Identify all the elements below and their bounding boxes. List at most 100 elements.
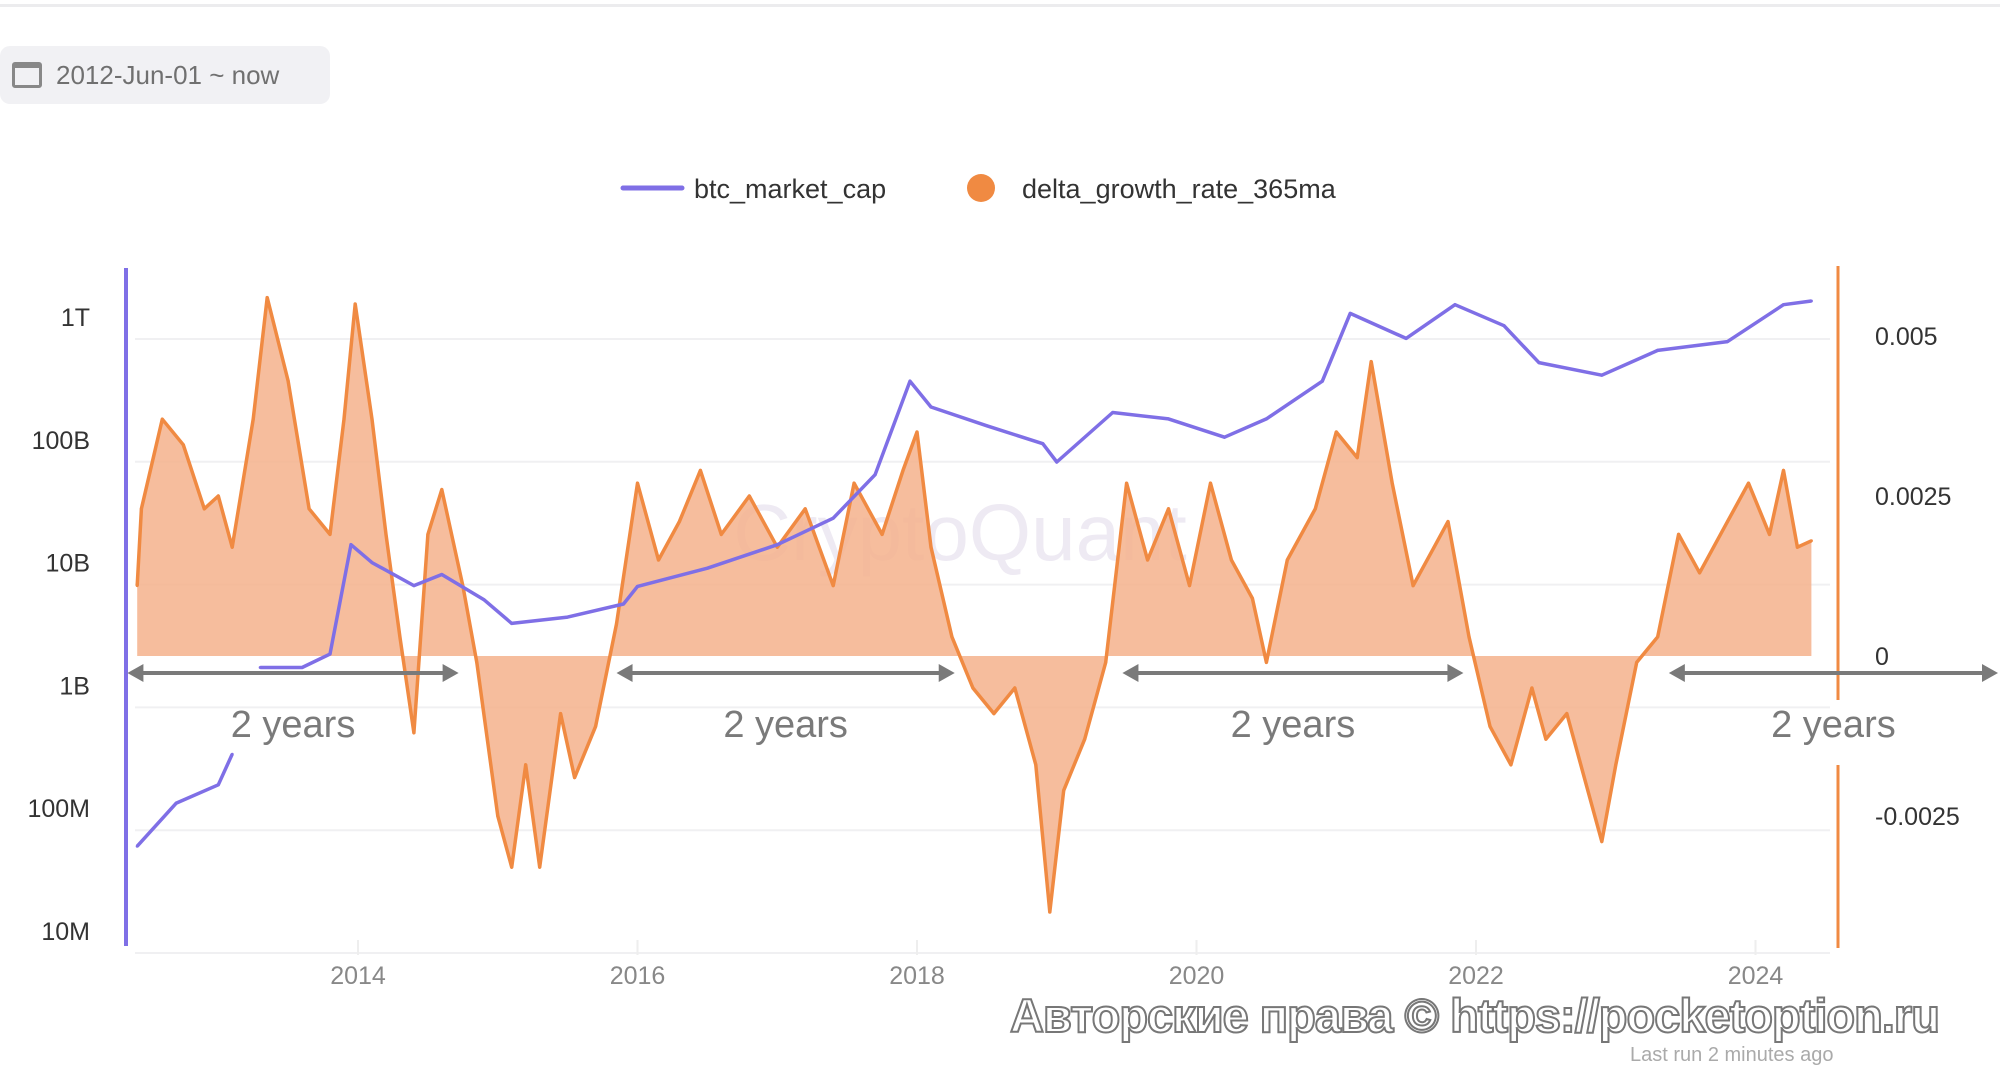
- btc-point: [510, 621, 514, 625]
- btc-point: [929, 405, 933, 409]
- growth-point: [698, 468, 702, 472]
- growth-point: [496, 814, 500, 818]
- btc-point: [258, 665, 262, 669]
- growth-point: [1048, 910, 1052, 914]
- btc-point: [230, 752, 234, 756]
- growth-point: [1369, 360, 1373, 364]
- btc-point: [1600, 373, 1604, 377]
- btc-point: [412, 584, 416, 588]
- btc-point: [1781, 303, 1785, 307]
- growth-point: [440, 488, 444, 492]
- growth-point: [1809, 539, 1813, 543]
- growth-point: [1125, 481, 1129, 485]
- y-left-tick-label: 100B: [32, 427, 90, 455]
- growth-point: [747, 494, 751, 498]
- copyright-watermark: Авторские права © https://pocketoption.r…: [1009, 989, 1941, 1042]
- growth-point: [1146, 558, 1150, 562]
- growth-point: [370, 417, 374, 421]
- growth-point: [160, 417, 164, 421]
- btc-point: [349, 543, 353, 547]
- growth-point: [1586, 788, 1590, 792]
- growth-point: [1747, 481, 1751, 485]
- arrow-head-right-icon: [1982, 664, 1998, 682]
- btc-point: [831, 516, 835, 520]
- btc-point: [1320, 379, 1324, 383]
- btc-point: [985, 424, 989, 428]
- btc-point: [1404, 336, 1408, 340]
- growth-point: [1334, 430, 1338, 434]
- growth-point: [181, 443, 185, 447]
- x-tick-label: 2020: [1169, 962, 1225, 990]
- btc-point: [174, 801, 178, 805]
- date-range-label: 2012-Jun-01 ~ now: [56, 59, 280, 90]
- growth-point: [1446, 520, 1450, 524]
- growth-point: [384, 532, 388, 536]
- growth-point: [135, 584, 139, 588]
- growth-point: [803, 507, 807, 511]
- growth-point: [1509, 763, 1513, 767]
- btc-point: [440, 573, 444, 577]
- btc-point: [622, 602, 626, 606]
- btc-point: [135, 844, 139, 848]
- growth-point: [573, 776, 577, 780]
- growth-point: [398, 635, 402, 639]
- growth-point: [265, 296, 269, 300]
- growth-point: [915, 430, 919, 434]
- growth-point: [559, 712, 563, 716]
- date-range-picker[interactable]: 2012-Jun-01 ~ now: [0, 46, 330, 104]
- arrow-head-left-icon: [1668, 664, 1685, 682]
- growth-point: [929, 545, 933, 549]
- y-right-tick-label: 0.005: [1875, 323, 1938, 351]
- growth-point: [1411, 584, 1415, 588]
- two-year-label: 2 years: [1771, 704, 1896, 746]
- growth-point: [1390, 481, 1394, 485]
- growth-point: [719, 532, 723, 536]
- legend-btc-label: btc_market_cap: [694, 174, 886, 204]
- btc-point: [1726, 340, 1730, 344]
- growth-point: [1104, 660, 1108, 664]
- growth-point: [594, 724, 598, 728]
- btc-point: [1041, 442, 1045, 446]
- growth-point: [524, 763, 528, 767]
- arrow-head-right-icon: [938, 664, 955, 682]
- growth-point: [615, 622, 619, 626]
- growth-point: [139, 507, 143, 511]
- growth-point: [202, 507, 206, 511]
- legend-growth-swatch: [967, 174, 995, 202]
- growth-point: [426, 532, 430, 536]
- btc-point: [908, 379, 912, 383]
- growth-point: [1083, 737, 1087, 741]
- btc-point: [1167, 417, 1171, 421]
- growth-point: [950, 635, 954, 639]
- btc-point: [566, 615, 570, 619]
- growth-point: [1285, 558, 1289, 562]
- two-year-label: 2 years: [723, 704, 848, 746]
- x-tick-label: 2022: [1448, 962, 1504, 990]
- btc-point: [300, 665, 304, 669]
- growth-point: [1795, 545, 1799, 549]
- growth-point: [538, 865, 542, 869]
- growth-point: [1698, 571, 1702, 575]
- y-right-tick-label: 0.0025: [1875, 483, 1951, 511]
- btc-point: [775, 543, 779, 547]
- growth-point: [1313, 507, 1317, 511]
- growth-point: [286, 379, 290, 383]
- growth-point: [1062, 788, 1066, 792]
- two-year-label: 2 years: [1231, 704, 1356, 746]
- growth-point: [656, 558, 660, 562]
- btc-point: [328, 652, 332, 656]
- growth-point: [901, 468, 905, 472]
- btc-point: [1453, 303, 1457, 307]
- growth-point: [307, 507, 311, 511]
- btc-point: [1111, 410, 1115, 414]
- y-left-tick-label: 100M: [27, 795, 90, 823]
- growth-point: [1013, 686, 1017, 690]
- growth-point: [230, 545, 234, 549]
- growth-point: [216, 494, 220, 498]
- btc-point: [1809, 299, 1813, 303]
- arrow-head-left-icon: [1122, 664, 1139, 682]
- growth-point: [1188, 584, 1192, 588]
- growth-point: [1600, 840, 1604, 844]
- btc-point: [370, 561, 374, 565]
